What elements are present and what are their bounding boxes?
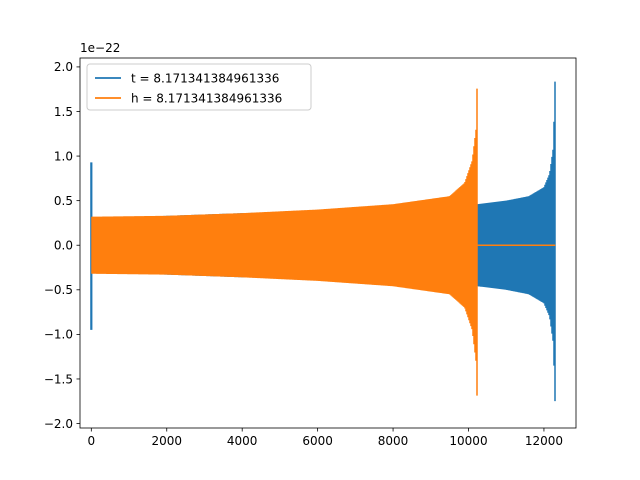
plot-inner — [90, 81, 556, 402]
x-tick-label-1: 2000 — [151, 434, 182, 448]
plot-area — [90, 81, 556, 402]
y-tick-label-5: −0.5 — [44, 283, 73, 297]
axes-frame — [79, 57, 577, 429]
y-tick-label-8: −2.0 — [44, 417, 73, 431]
x-tick-label-0: 0 — [87, 434, 95, 448]
series-1-waveform — [91, 88, 478, 396]
x-tick-label-3: 6000 — [302, 434, 333, 448]
x-tick-label-6: 12000 — [525, 434, 563, 448]
y-tick-label-3: 0.5 — [54, 194, 73, 208]
y-tick-label-6: −1.0 — [44, 328, 73, 342]
x-tick-label-2: 4000 — [227, 434, 258, 448]
y-axis-ticks: 2.0 1.5 1.0 0.5 0.0 −0.5 −1.0 −1.5 −2.0 — [44, 60, 80, 431]
y-axis-offset-label: 1e−22 — [80, 41, 120, 55]
x-tick-label-5: 10000 — [449, 434, 487, 448]
y-tick-label-7: −1.5 — [44, 372, 73, 386]
x-axis-ticks: 0 2000 4000 6000 8000 10000 12000 — [87, 428, 563, 448]
y-tick-label-0: 2.0 — [54, 60, 73, 74]
y-tick-label-2: 1.0 — [54, 149, 73, 163]
legend-label-series-0: t = 8.171341384961336 — [131, 71, 279, 85]
y-tick-label-1: 1.5 — [54, 105, 73, 119]
y-tick-label-4: 0.0 — [54, 239, 73, 253]
legend-box — [86, 63, 312, 111]
axes-border — [79, 57, 577, 429]
legend: t = 8.171341384961336 h = 8.171341384961… — [86, 63, 312, 111]
legend-label-series-1: h = 8.171341384961336 — [131, 91, 282, 105]
x-tick-label-4: 8000 — [378, 434, 409, 448]
